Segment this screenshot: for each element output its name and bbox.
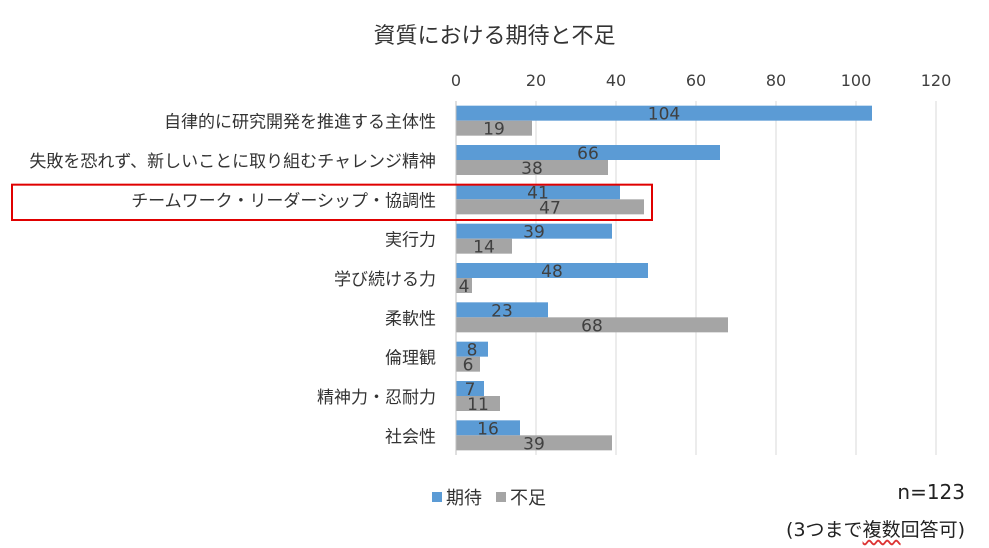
data-label: 41 [527, 183, 549, 203]
legend: 期待 不足 [432, 484, 560, 510]
data-label: 38 [521, 159, 543, 179]
category-label: 自律的に研究開発を推進する主体性 [164, 113, 436, 133]
bar-shortage [456, 435, 612, 451]
x-tick-label: 40 [606, 71, 626, 90]
bar-expectation [456, 420, 520, 436]
data-label: 7 [465, 380, 476, 400]
x-tick-label: 80 [766, 71, 786, 90]
data-label: 4 [459, 277, 470, 297]
data-label: 104 [648, 105, 680, 125]
bar-shortage [456, 199, 644, 215]
x-tick-label: 60 [686, 71, 706, 90]
legend-label-expectation: 期待 [446, 488, 482, 509]
bar-shortage [456, 396, 500, 411]
bar-expectation [456, 105, 872, 121]
data-label: 8 [467, 341, 478, 361]
category-label: 柔軟性 [385, 309, 436, 329]
legend-item-shortage: 不足 [496, 484, 546, 510]
category-label: 失敗を恐れず、新しいことに取り組むチャレンジ精神 [29, 152, 436, 172]
multi-note-prefix: (3つまで [786, 519, 863, 541]
bar-expectation [456, 381, 484, 396]
bar-expectation [456, 184, 620, 200]
data-label: 48 [541, 262, 563, 282]
data-label: 19 [483, 120, 505, 140]
data-label: 39 [523, 223, 545, 243]
multiple-answer-note: (3つまで複数回答可) [786, 515, 965, 542]
bar-expectation [456, 341, 488, 357]
data-label: 68 [581, 316, 603, 336]
bar-shortage [456, 120, 532, 136]
data-label: 11 [467, 395, 489, 415]
multi-note-marked: 複数 [862, 519, 901, 541]
x-tick-label: 120 [921, 71, 952, 90]
legend-item-expectation: 期待 [432, 484, 482, 510]
category-label: 精神力・忍耐力 [317, 388, 436, 408]
data-label: 16 [477, 419, 499, 439]
data-label: 47 [539, 198, 561, 218]
x-tick-label: 20 [526, 71, 546, 90]
bar-shortage [456, 238, 512, 254]
sample-size-note: n=123 [897, 480, 965, 504]
bar-shortage [456, 160, 608, 175]
bar-expectation [456, 223, 612, 239]
legend-label-shortage: 不足 [510, 488, 546, 509]
bar-expectation [456, 263, 648, 278]
x-tick-label: 100 [841, 71, 872, 90]
bar-shortage [456, 356, 480, 372]
category-label: チームワーク・リーダーシップ・協調性 [131, 191, 436, 211]
data-label: 23 [491, 301, 513, 321]
legend-swatch-expectation [432, 492, 442, 502]
bar-shortage [456, 317, 728, 333]
bar-expectation [456, 145, 720, 160]
highlight-box [11, 183, 653, 222]
category-label: 実行力 [385, 231, 436, 251]
x-tick-label: 0 [451, 71, 461, 90]
chart-title: 資質における期待と不足 [373, 24, 616, 49]
data-label: 39 [523, 434, 545, 454]
category-label: 学び続ける力 [334, 270, 436, 290]
data-label: 66 [577, 144, 599, 164]
bar-shortage [456, 278, 472, 293]
multi-note-suffix: 回答可) [900, 519, 965, 541]
bar-expectation [456, 302, 548, 318]
category-label: 倫理観 [385, 349, 436, 369]
legend-swatch-shortage [496, 492, 506, 502]
data-label: 6 [463, 356, 474, 376]
category-label: 社会性 [385, 427, 436, 447]
data-label: 14 [473, 238, 495, 258]
